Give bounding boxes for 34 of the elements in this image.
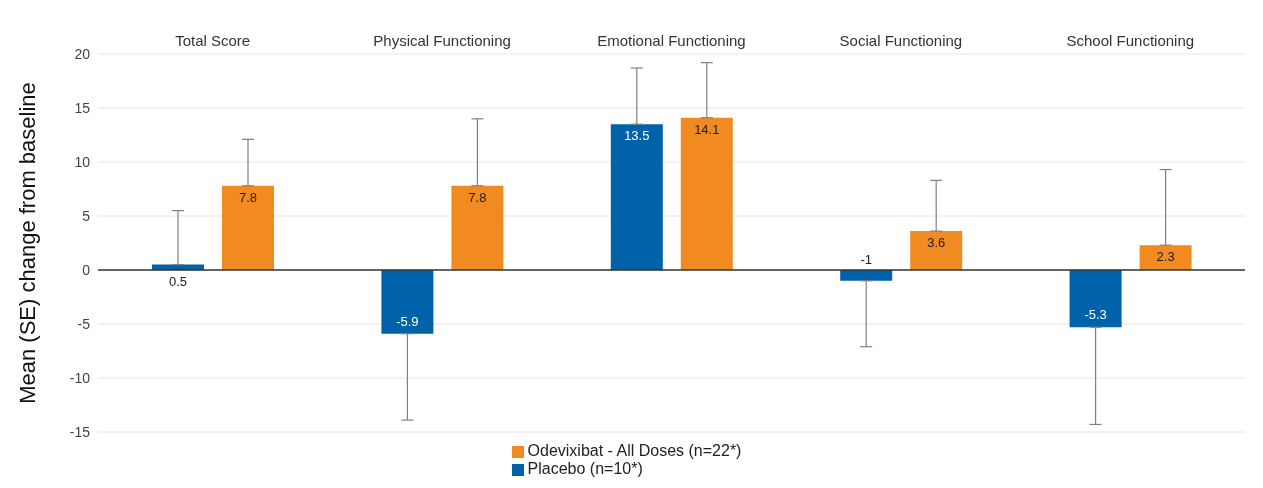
x-tick-label: Emotional Functioning (597, 32, 746, 49)
y-tick-label: -15 (69, 423, 91, 440)
x-tick-label: Social Functioning (839, 32, 963, 49)
data-label: -5.9 (396, 313, 419, 329)
bar (610, 124, 663, 270)
data-label: 13.5 (624, 128, 650, 144)
y-axis-title: Mean (SE) change from baseline (14, 82, 40, 404)
data-label: 2.3 (1156, 249, 1175, 265)
y-tick-label: 15 (74, 99, 91, 116)
y-tick-label: 0 (82, 261, 91, 278)
y-tick-label: -5 (77, 315, 91, 332)
bar (840, 270, 893, 281)
legend-label: Odevixibat - All Doses (n=22*) (527, 442, 742, 459)
data-label: -1 (860, 252, 872, 267)
bar (680, 117, 733, 270)
x-tick-label: Physical Functioning (373, 32, 511, 49)
y-tick-label: 20 (74, 45, 91, 62)
bar (451, 185, 504, 270)
data-label: 3.6 (927, 235, 946, 251)
bar (222, 185, 274, 270)
y-tick-label: 10 (74, 153, 91, 170)
data-label: -5.3 (1084, 307, 1107, 323)
bar (381, 270, 434, 334)
legend-label: Placebo (n=10*) (527, 460, 643, 477)
bar (1069, 270, 1122, 328)
x-tick-label: Total Score (175, 32, 251, 49)
data-label: 7.8 (238, 189, 258, 205)
y-tick-label: -10 (69, 369, 91, 386)
data-label: 14.1 (694, 121, 720, 137)
y-tick-label: 5 (82, 207, 91, 224)
data-label: 7.8 (468, 189, 487, 205)
data-label: 0.5 (168, 274, 188, 289)
x-tick-label: School Functioning (1066, 32, 1195, 49)
bar (910, 231, 963, 270)
